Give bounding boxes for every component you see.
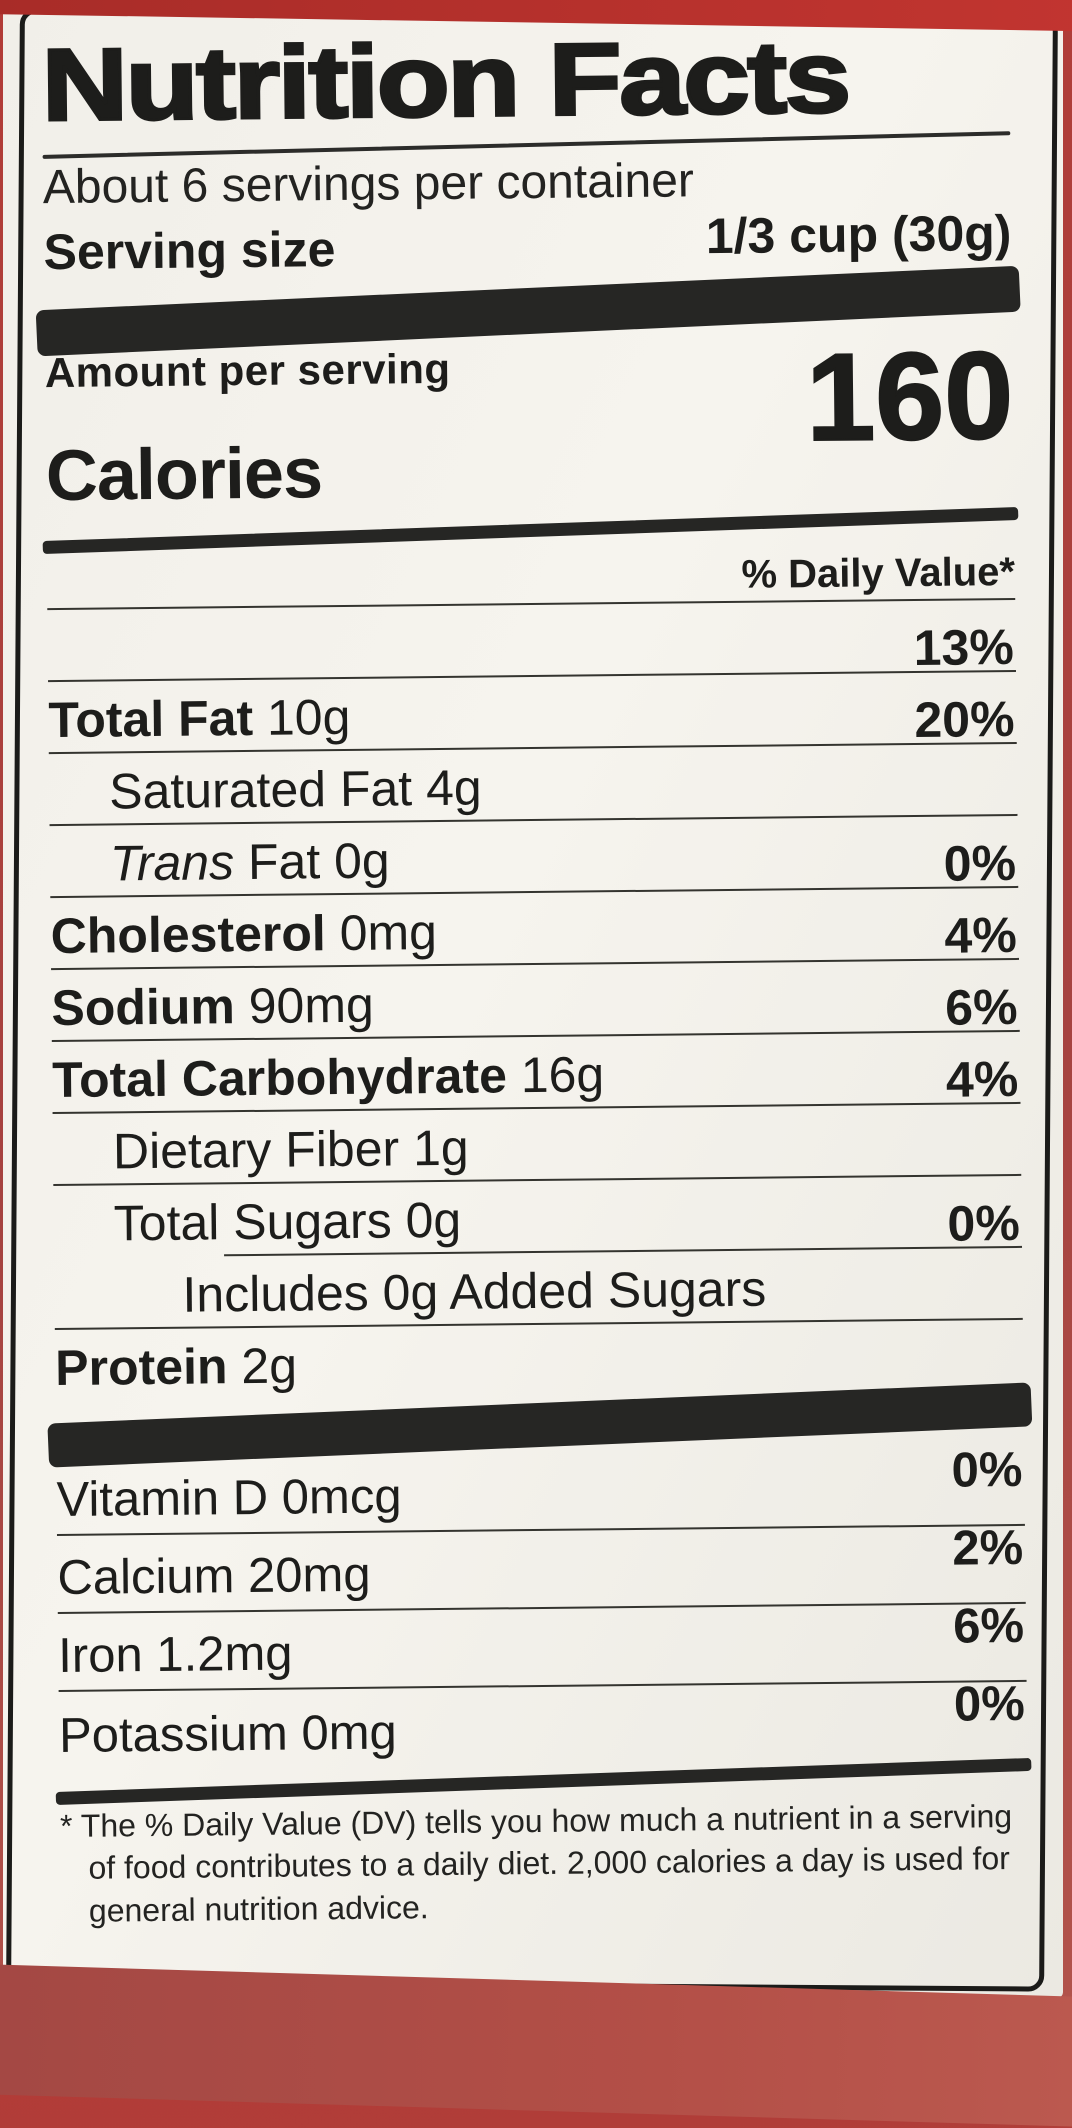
daily-value: 0% bbox=[953, 1676, 1026, 1732]
daily-value: 4% bbox=[944, 907, 1018, 964]
nutrient-amount: Includes 0g Added Sugars bbox=[182, 1260, 767, 1323]
vitamin-row: Vitamin D 0mcg 0% bbox=[56, 1443, 1025, 1537]
nutrient-name-bold: Sodium bbox=[51, 978, 236, 1037]
daily-value: 6% bbox=[944, 979, 1018, 1036]
daily-value-header: % Daily Value* bbox=[46, 542, 1016, 611]
package-photo: { "package": { "top_color": "#c23530", "… bbox=[0, 0, 1072, 2048]
serving-size-label: Serving size bbox=[43, 221, 336, 281]
nutrient-amount: 2g bbox=[227, 1337, 298, 1395]
vitamin-row: Iron 1.2mg 6% bbox=[57, 1599, 1027, 1693]
nutrient-row: Saturated Fat 4g bbox=[48, 744, 1018, 827]
vitamin-name: Iron 1.2mg bbox=[57, 1626, 293, 1684]
daily-value: 0% bbox=[943, 835, 1017, 892]
calories-section: Amount per serving Calories 160 bbox=[44, 326, 1015, 519]
daily-value-footnote: * The % Daily Value (DV) tells you how m… bbox=[60, 1795, 1029, 1932]
daily-value: 4% bbox=[945, 1051, 1019, 1108]
vitamin-row: Potassium 0mg 0% bbox=[58, 1677, 1028, 1770]
nutrition-label: Nutrition Facts About 6 servings per con… bbox=[3, 4, 1063, 1998]
calories-value: 160 bbox=[805, 326, 1015, 468]
nutrient-name: Saturated Fat 4g bbox=[109, 759, 482, 821]
nutrient-name: Total Sugars 0g bbox=[113, 1191, 461, 1253]
nutrient-name: Sodium 90mg bbox=[51, 976, 374, 1037]
calories-label: Calories bbox=[45, 433, 323, 517]
serving-size-row: Serving size 1/3 cup (30g) bbox=[43, 205, 1012, 281]
footnote-text: The % Daily Value (DV) tells you how muc… bbox=[72, 1798, 1013, 1929]
vitamin-row: Calcium 20mg 2% bbox=[56, 1521, 1026, 1615]
nutrient-row: Trans Fat 0g 0% bbox=[49, 816, 1019, 899]
nutrient-amount: 90mg bbox=[234, 976, 375, 1035]
vitamin-name: Calcium 20mg bbox=[57, 1547, 371, 1606]
nutrient-name-bold: Cholesterol bbox=[50, 905, 327, 965]
nutrient-name: Includes 0g Added Sugars bbox=[182, 1260, 766, 1324]
nutrient-amount: Fat 0g bbox=[233, 832, 390, 891]
nutrient-amount: Total Sugars 0g bbox=[113, 1191, 462, 1252]
nutrient-name: Trans Fat 0g bbox=[110, 832, 390, 893]
nutrient-name: Protein 2g bbox=[55, 1337, 297, 1398]
nutrient-row: Total Fat 10g 20% bbox=[48, 672, 1017, 755]
daily-value: 20% bbox=[914, 691, 1015, 749]
vitamin-name: Potassium 0mg bbox=[58, 1705, 398, 1764]
nutrient-name: Total Fat 10g bbox=[48, 688, 351, 749]
label-content: Nutrition Facts About 6 servings per con… bbox=[35, 18, 1033, 1980]
nutrient-name-bold: Protein bbox=[54, 1338, 228, 1397]
nutrient-amount: Saturated Fat 4g bbox=[108, 759, 482, 820]
nutrient-row: 13% bbox=[47, 600, 1016, 683]
nutrient-row: Total Sugars 0g 0% bbox=[53, 1176, 1022, 1258]
nutrient-row: Dietary Fiber 1g bbox=[52, 1103, 1022, 1187]
nutrient-amount: 16g bbox=[506, 1046, 605, 1104]
nutrient-name-bold: Total Fat bbox=[48, 690, 254, 749]
daily-value: 2% bbox=[952, 1520, 1024, 1576]
vitamin-name: Vitamin D 0mcg bbox=[56, 1469, 402, 1528]
nutrient-name-italic: Trans bbox=[109, 834, 235, 892]
nutrient-row: Total Carbohydrate 16g 4% bbox=[51, 1032, 1021, 1115]
label-border-box: Nutrition Facts About 6 servings per con… bbox=[6, 8, 1058, 1992]
footnote-asterisk: * bbox=[59, 1807, 73, 1845]
nutrient-row: Includes 0g Added Sugars bbox=[54, 1247, 1023, 1331]
nutrient-name-bold: Total Carbohydrate bbox=[51, 1047, 508, 1109]
serving-size-value: 1/3 cup (30g) bbox=[705, 205, 1012, 265]
nutrient-name: Cholesterol 0mg bbox=[50, 903, 437, 965]
daily-value: 13% bbox=[913, 619, 1015, 677]
nutrient-row: Cholesterol 0mg 4% bbox=[50, 888, 1020, 971]
daily-value: 0% bbox=[947, 1195, 1021, 1252]
daily-value: 6% bbox=[952, 1598, 1025, 1654]
nutrient-amount: 10g bbox=[252, 688, 351, 747]
daily-value: 0% bbox=[951, 1443, 1023, 1498]
nutrient-name: Dietary Fiber 1g bbox=[113, 1119, 469, 1181]
nutrient-amount: Dietary Fiber 1g bbox=[112, 1119, 469, 1180]
amount-per-serving-label: Amount per serving bbox=[44, 344, 451, 397]
nutrition-facts-title: Nutrition Facts bbox=[40, 18, 851, 144]
nutrient-name: Total Carbohydrate 16g bbox=[52, 1045, 605, 1109]
nutrient-row: Sodium 90mg 6% bbox=[51, 960, 1020, 1043]
nutrient-amount: 0mg bbox=[325, 904, 438, 962]
